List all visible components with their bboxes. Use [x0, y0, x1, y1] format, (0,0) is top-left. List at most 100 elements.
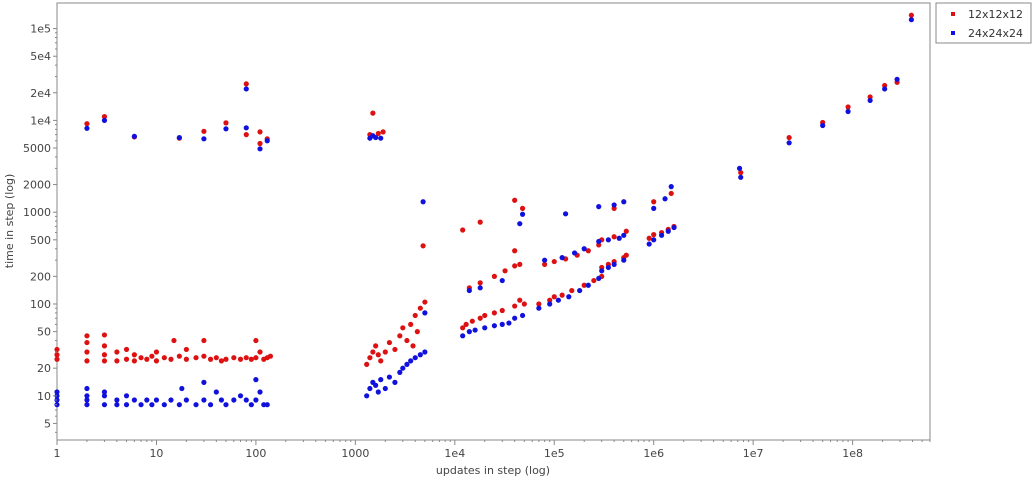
data-point-12x12x12 [54, 352, 60, 358]
data-point-12x12x12 [392, 346, 398, 353]
data-point-24x24x24 [176, 402, 182, 408]
data-point-24x24x24 [867, 97, 873, 104]
data-point-12x12x12 [237, 356, 244, 362]
x-tick-label: 1e4 [444, 447, 465, 460]
data-point-24x24x24 [248, 402, 254, 408]
data-point-24x24x24 [114, 397, 120, 403]
data-point-12x12x12 [84, 339, 90, 346]
data-point-24x24x24 [651, 205, 657, 211]
data-point-12x12x12 [54, 346, 60, 353]
data-point-12x12x12 [223, 356, 229, 362]
data-point-12x12x12 [386, 339, 393, 346]
y-tick-label: 200 [30, 270, 51, 283]
data-point-24x24x24 [651, 237, 657, 243]
data-point-12x12x12 [257, 129, 263, 135]
data-point-12x12x12 [845, 104, 851, 110]
data-point-12x12x12 [84, 349, 90, 355]
data-point-12x12x12 [397, 333, 403, 339]
data-point-12x12x12 [131, 358, 137, 364]
data-point-12x12x12 [257, 349, 263, 355]
data-point-24x24x24 [257, 389, 263, 395]
data-point-12x12x12 [477, 315, 483, 321]
data-point-24x24x24 [101, 117, 108, 123]
data-point-12x12x12 [581, 282, 587, 288]
y-axis: 5 10 20 50 100 200 500 1000 2000 5000 1e4 2e4 5e4 1e5 [23, 23, 57, 433]
y-tick-label: 5 [44, 417, 51, 430]
data-point-24x24x24 [658, 232, 665, 238]
data-point-24x24x24 [378, 377, 384, 383]
data-point-24x24x24 [605, 237, 611, 243]
data-point-24x24x24 [392, 379, 398, 385]
y-tick-label: 100 [30, 298, 51, 311]
data-point-24x24x24 [201, 397, 207, 403]
data-point-24x24x24 [84, 402, 90, 408]
data-point-12x12x12 [417, 305, 423, 311]
data-point-24x24x24 [144, 397, 150, 403]
data-point-12x12x12 [460, 325, 466, 331]
data-point-24x24x24 [375, 389, 381, 395]
data-point-24x24x24 [536, 305, 542, 311]
data-point-24x24x24 [577, 287, 583, 294]
data-point-24x24x24 [101, 389, 108, 395]
data-point-24x24x24 [599, 268, 605, 274]
data-point-24x24x24 [621, 232, 627, 238]
data-point-24x24x24 [555, 297, 561, 303]
data-point-12x12x12 [101, 358, 108, 364]
data-point-24x24x24 [364, 393, 370, 399]
data-point-12x12x12 [420, 243, 426, 249]
y-tick-label: 1e4 [30, 114, 51, 127]
data-point-24x24x24 [367, 385, 373, 392]
data-point-24x24x24 [611, 261, 617, 267]
data-point-12x12x12 [499, 307, 505, 314]
y-tick-label: 2000 [23, 179, 51, 192]
data-point-24x24x24 [84, 385, 90, 392]
y-tick-label: 1000 [23, 206, 51, 219]
data-point-24x24x24 [547, 301, 553, 307]
data-point-24x24x24 [397, 369, 403, 375]
data-point-24x24x24 [201, 136, 207, 142]
data-point-24x24x24 [373, 134, 379, 141]
data-point-12x12x12 [171, 337, 177, 344]
data-point-24x24x24 [738, 174, 744, 180]
data-point-12x12x12 [547, 297, 553, 303]
data-point-12x12x12 [738, 169, 744, 176]
data-point-12x12x12 [153, 358, 160, 364]
data-point-12x12x12 [786, 134, 792, 141]
data-point-12x12x12 [512, 263, 518, 269]
data-point-12x12x12 [84, 121, 90, 127]
legend-label-12x12x12: 12x12x12 [968, 8, 1023, 21]
data-point-24x24x24 [420, 199, 426, 205]
data-point-24x24x24 [223, 402, 229, 408]
data-point-24x24x24 [138, 402, 144, 408]
data-point-24x24x24 [621, 257, 627, 263]
data-point-12x12x12 [183, 346, 189, 353]
data-point-24x24x24 [264, 402, 270, 408]
data-point-24x24x24 [596, 275, 602, 282]
data-point-24x24x24 [499, 321, 505, 327]
y-tick-label: 2e4 [30, 87, 51, 100]
data-point-24x24x24 [207, 402, 214, 408]
data-point-12x12x12 [375, 352, 381, 358]
data-point-24x24x24 [517, 221, 523, 227]
data-point-24x24x24 [231, 397, 237, 403]
data-point-24x24x24 [581, 246, 587, 252]
data-point-12x12x12 [668, 190, 674, 197]
data-point-12x12x12 [517, 261, 523, 267]
data-point-12x12x12 [168, 356, 174, 362]
data-point-24x24x24 [596, 238, 602, 245]
data-point-24x24x24 [460, 333, 466, 339]
data-point-12x12x12 [460, 227, 466, 233]
data-point-24x24x24 [101, 393, 108, 399]
x-tick-label: 1e7 [743, 447, 764, 460]
data-point-12x12x12 [114, 358, 120, 364]
data-point-12x12x12 [243, 355, 249, 361]
x-axis: 1 10 100 1000 1e4 1e5 1e6 1e7 1e8 [54, 440, 931, 460]
x-tick-label: 1e5 [544, 447, 565, 460]
data-point-12x12x12 [517, 297, 523, 303]
data-point-12x12x12 [223, 120, 229, 126]
data-point-24x24x24 [491, 323, 497, 329]
y-tick-label: 1e5 [30, 23, 51, 36]
data-point-12x12x12 [536, 301, 542, 307]
data-point-24x24x24 [218, 397, 225, 403]
